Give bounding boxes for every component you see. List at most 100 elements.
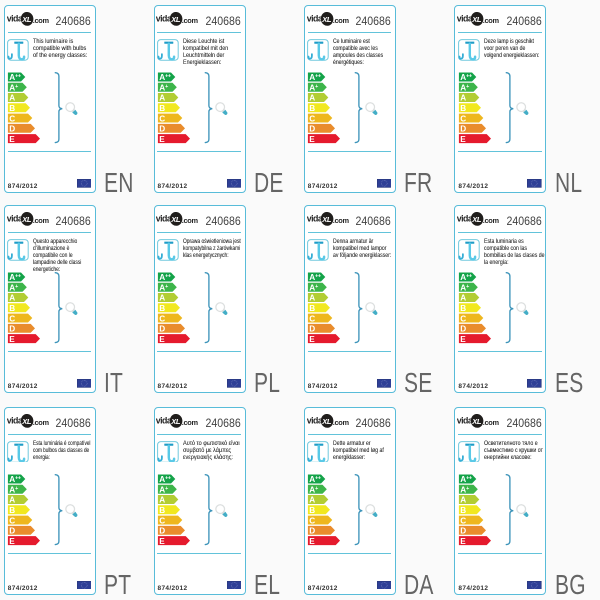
svg-text:.com: .com — [332, 16, 349, 25]
svg-text:D: D — [159, 527, 165, 536]
svg-text:A+: A+ — [460, 84, 469, 93]
svg-text:E: E — [309, 135, 315, 144]
svg-text:C: C — [309, 115, 315, 124]
svg-text:A: A — [309, 94, 315, 103]
svg-text:D: D — [309, 527, 315, 536]
svg-text:D: D — [460, 125, 466, 134]
svg-text:.com: .com — [32, 16, 49, 25]
svg-text:E: E — [159, 135, 165, 144]
svg-text:A: A — [159, 94, 165, 103]
svg-text:XL: XL — [21, 15, 32, 24]
svg-text:A++: A++ — [159, 475, 171, 484]
svg-text:A++: A++ — [460, 74, 472, 83]
svg-text:B: B — [460, 104, 466, 113]
svg-text:vida: vida — [156, 13, 172, 23]
svg-text:XL: XL — [472, 15, 483, 24]
svg-text:D: D — [9, 325, 15, 334]
svg-text:vida: vida — [457, 213, 473, 223]
svg-text:C: C — [309, 315, 315, 324]
svg-text:.com: .com — [182, 16, 199, 25]
svg-text:A++: A++ — [309, 74, 321, 83]
svg-text:A+: A+ — [159, 84, 168, 93]
svg-text:vida: vida — [457, 415, 473, 425]
svg-text:D: D — [159, 125, 165, 134]
svg-text:A++: A++ — [309, 274, 321, 283]
svg-text:A+: A+ — [9, 284, 18, 293]
svg-text:A+: A+ — [309, 284, 318, 293]
svg-text:D: D — [9, 125, 15, 134]
svg-text:A+: A+ — [159, 486, 168, 495]
svg-text:C: C — [460, 516, 466, 525]
svg-text:XL: XL — [171, 15, 182, 24]
svg-text:C: C — [460, 115, 466, 124]
svg-text:A: A — [309, 294, 315, 303]
svg-text:A: A — [9, 496, 15, 505]
svg-text:vida: vida — [7, 415, 23, 425]
svg-text:D: D — [9, 527, 15, 536]
svg-text:A+: A+ — [9, 84, 18, 93]
svg-text:.com: .com — [483, 418, 500, 427]
svg-text:D: D — [309, 325, 315, 334]
svg-text:A+: A+ — [309, 486, 318, 495]
svg-text:B: B — [9, 104, 15, 113]
svg-text:E: E — [460, 335, 466, 344]
svg-text:C: C — [159, 115, 165, 124]
svg-text:A: A — [460, 94, 466, 103]
svg-text:.com: .com — [483, 16, 500, 25]
svg-text:E: E — [309, 537, 315, 546]
svg-text:A: A — [460, 294, 466, 303]
svg-text:D: D — [159, 325, 165, 334]
svg-text:A++: A++ — [309, 475, 321, 484]
svg-text:A++: A++ — [9, 74, 21, 83]
svg-text:E: E — [159, 335, 165, 344]
svg-text:.com: .com — [332, 418, 349, 427]
svg-text:E: E — [460, 135, 466, 144]
svg-text:B: B — [309, 304, 315, 313]
svg-text:A+: A+ — [460, 284, 469, 293]
svg-text:B: B — [159, 104, 165, 113]
svg-text:vida: vida — [457, 13, 473, 23]
svg-text:XL: XL — [321, 215, 332, 224]
svg-text:B: B — [9, 304, 15, 313]
svg-text:D: D — [460, 325, 466, 334]
svg-text:C: C — [159, 315, 165, 324]
svg-text:B: B — [309, 104, 315, 113]
svg-text:D: D — [309, 125, 315, 134]
svg-text:A++: A++ — [9, 475, 21, 484]
svg-text:C: C — [9, 516, 15, 525]
svg-text:A+: A+ — [309, 84, 318, 93]
svg-text:A: A — [9, 94, 15, 103]
svg-text:.com: .com — [332, 216, 349, 225]
svg-text:B: B — [460, 304, 466, 313]
svg-text:vida: vida — [156, 213, 172, 223]
svg-text:B: B — [9, 506, 15, 515]
svg-text:B: B — [159, 506, 165, 515]
svg-text:D: D — [460, 527, 466, 536]
svg-text:vida: vida — [156, 415, 172, 425]
svg-text:C: C — [309, 516, 315, 525]
svg-text:C: C — [9, 115, 15, 124]
svg-text:B: B — [460, 506, 466, 515]
svg-text:C: C — [460, 315, 466, 324]
svg-text:A++: A++ — [460, 274, 472, 283]
svg-text:.com: .com — [182, 418, 199, 427]
svg-text:vida: vida — [307, 415, 323, 425]
svg-text:.com: .com — [182, 216, 199, 225]
svg-text:E: E — [9, 135, 15, 144]
svg-text:A: A — [159, 496, 165, 505]
svg-text:XL: XL — [321, 417, 332, 426]
svg-text:A: A — [460, 496, 466, 505]
svg-text:XL: XL — [21, 417, 32, 426]
svg-text:vida: vida — [7, 213, 23, 223]
svg-text:.com: .com — [32, 216, 49, 225]
svg-text:vida: vida — [307, 213, 323, 223]
svg-text:A+: A+ — [159, 284, 168, 293]
svg-text:A++: A++ — [9, 274, 21, 283]
svg-text:XL: XL — [21, 215, 32, 224]
svg-text:C: C — [9, 315, 15, 324]
svg-text:E: E — [9, 537, 15, 546]
svg-text:A: A — [9, 294, 15, 303]
svg-text:A++: A++ — [460, 475, 472, 484]
svg-text:XL: XL — [321, 15, 332, 24]
svg-text:A: A — [159, 294, 165, 303]
